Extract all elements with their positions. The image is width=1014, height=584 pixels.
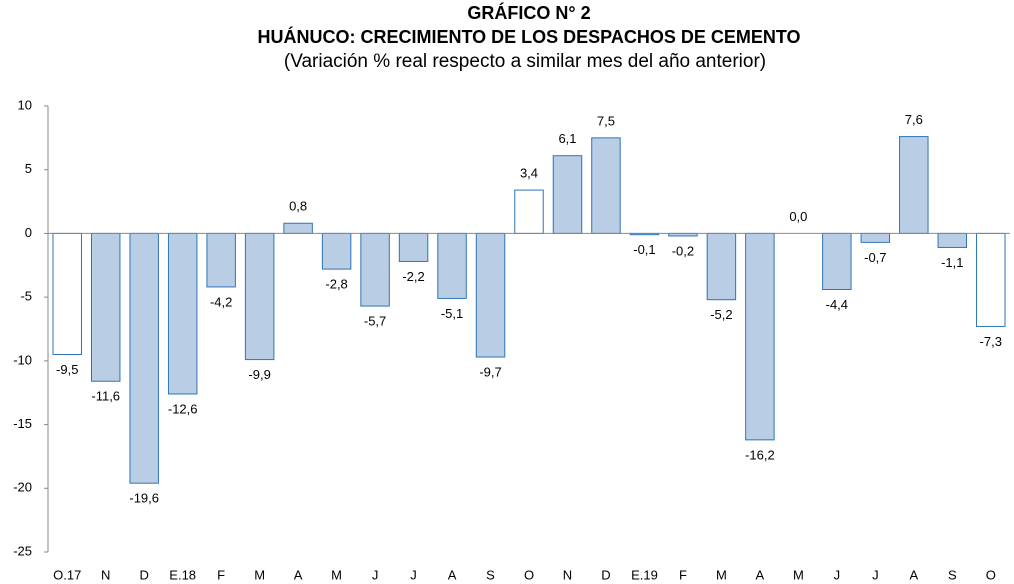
value-label: -2,2: [402, 269, 424, 284]
y-tick-label: -15: [13, 416, 32, 431]
x-tick-label: M: [793, 567, 804, 582]
y-tick-label: -20: [13, 480, 32, 495]
value-label: 7,6: [905, 112, 923, 127]
x-tick-label: A: [756, 567, 765, 582]
x-tick-label: J: [410, 567, 417, 582]
value-label: -16,2: [745, 447, 775, 462]
chart-title: GRÁFICO N° 2: [467, 2, 590, 23]
bar: [745, 232, 775, 441]
y-tick-label: -10: [13, 352, 32, 367]
bar: [206, 232, 236, 288]
bar: [591, 137, 621, 234]
value-label: -11,6: [91, 389, 120, 404]
y-tick-label: -5: [20, 289, 32, 304]
bar: [514, 189, 544, 234]
value-label: 7,5: [597, 113, 615, 128]
bar: [899, 136, 929, 234]
value-label: -0,2: [672, 243, 694, 258]
bar: [244, 232, 275, 361]
value-label: -1,1: [941, 255, 963, 270]
bar: [552, 155, 583, 234]
value-label: 6,1: [558, 131, 576, 146]
bar: [706, 232, 737, 301]
value-label: -9,5: [56, 362, 78, 377]
chart-subtitle: HUÁNUCO: CRECIMIENTO DE LOS DESPACHOS DE…: [257, 26, 800, 47]
bar: [129, 232, 159, 484]
y-tick-label: 10: [18, 97, 32, 112]
x-tick-label: J: [834, 567, 841, 582]
bar: [167, 232, 198, 395]
x-tick-label: M: [331, 567, 342, 582]
x-tick-label: O: [524, 567, 534, 582]
x-tick-label: M: [254, 567, 265, 582]
x-tick-label: S: [948, 567, 957, 582]
value-label: -4,4: [826, 297, 848, 312]
value-label: 0,8: [289, 199, 307, 214]
value-label: -7,3: [980, 334, 1002, 349]
bar: [976, 232, 1006, 327]
value-label: -9,7: [479, 364, 501, 379]
y-tick-label: 5: [25, 161, 32, 176]
x-tick-label: N: [101, 567, 110, 582]
x-tick-label: A: [294, 567, 303, 582]
x-tick-label: N: [563, 567, 572, 582]
value-label: -0,1: [633, 242, 655, 257]
x-tick-label: F: [217, 567, 225, 582]
chart-note: (Variación % real respecto a similar mes…: [284, 51, 766, 72]
x-tick-label: J: [372, 567, 379, 582]
x-tick-label: A: [909, 567, 918, 582]
bar: [398, 232, 429, 262]
value-label: 3,4: [520, 166, 538, 181]
value-label: -12,6: [168, 401, 198, 416]
value-label: 0,0: [789, 209, 807, 224]
value-label: -5,7: [364, 314, 386, 329]
bar: [860, 232, 891, 243]
bar: [822, 232, 852, 290]
y-tick-label: -25: [13, 543, 32, 558]
x-tick-label: E.18: [169, 567, 196, 582]
bar: [437, 232, 467, 299]
value-label: -5,1: [441, 306, 463, 321]
bar: [283, 222, 313, 234]
x-tick-label: D: [140, 567, 149, 582]
value-label: -5,2: [710, 307, 732, 322]
x-tick-label: F: [679, 567, 687, 582]
y-tick-label: 0: [25, 225, 32, 240]
value-label: -19,6: [129, 491, 159, 506]
value-label: -9,9: [248, 367, 270, 382]
bar: [52, 232, 82, 355]
x-tick-label: O: [986, 567, 996, 582]
value-label: -0,7: [864, 250, 886, 265]
x-tick-label: A: [448, 567, 457, 582]
x-tick-label: O.17: [53, 567, 81, 582]
value-label: -2,8: [325, 277, 347, 292]
x-tick-label: E.19: [631, 567, 658, 582]
bar: [937, 232, 968, 248]
x-tick-label: M: [716, 567, 727, 582]
x-tick-label: S: [486, 567, 495, 582]
bar: [90, 232, 121, 382]
value-label: -4,2: [210, 294, 232, 309]
bar: [321, 232, 352, 270]
x-tick-label: J: [872, 567, 879, 582]
x-tick-label: D: [601, 567, 610, 582]
bar: [360, 232, 390, 307]
bar: [475, 232, 506, 358]
